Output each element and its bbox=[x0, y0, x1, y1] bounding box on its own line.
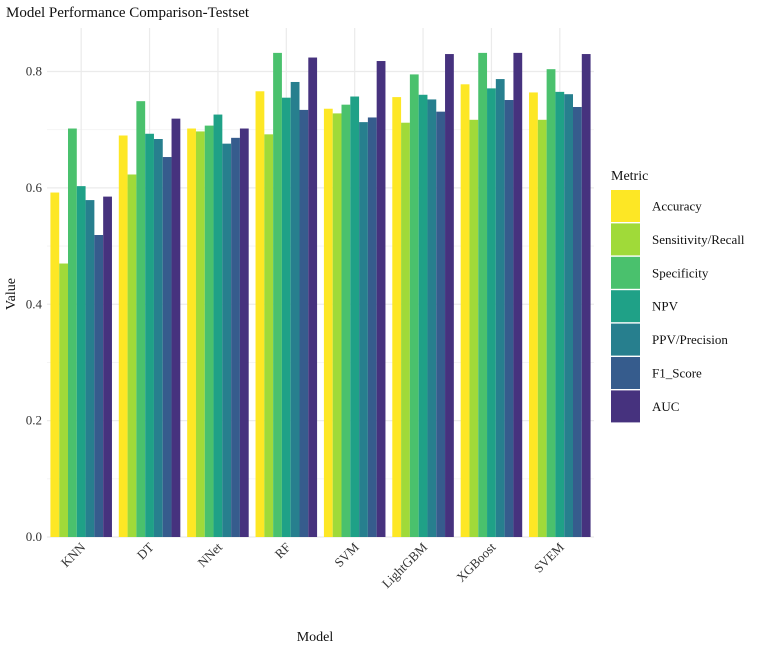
x-tick-label: NNet bbox=[195, 539, 226, 570]
bar-XGBoost-Sensitivity/Recall bbox=[469, 119, 479, 537]
bar-SVM-Accuracy bbox=[323, 108, 333, 538]
legend-key-PPV/Precision bbox=[611, 323, 640, 356]
bar-SVEM-Accuracy bbox=[529, 92, 538, 537]
y-tick-label: 0.6 bbox=[26, 180, 43, 195]
bar-NNet-AUC bbox=[239, 128, 249, 537]
legend: Metric Accuracy Sensitivity/Recall Specifi… bbox=[611, 169, 745, 423]
bar-RF-Accuracy bbox=[255, 91, 265, 537]
bar-DT-PPV/Precision bbox=[153, 138, 163, 537]
bar-RF-NPV bbox=[281, 97, 291, 537]
bar-LightGBM-Accuracy bbox=[392, 97, 402, 537]
x-tick-label: DT bbox=[134, 539, 157, 562]
bar-KNN-NPV bbox=[76, 186, 86, 537]
bar-LightGBM-Sensitivity/Recall bbox=[401, 122, 410, 537]
bar-XGBoost-Specificity bbox=[478, 52, 488, 537]
bar-LightGBM-Specificity bbox=[409, 74, 419, 538]
bar-SVEM-PPV/Precision bbox=[564, 94, 573, 538]
chart-title: Model Performance Comparison-Testset bbox=[6, 5, 250, 21]
bar-DT-Accuracy bbox=[118, 135, 128, 537]
bar-LightGBM-PPV/Precision bbox=[427, 99, 437, 538]
legend-key-Accuracy bbox=[611, 190, 640, 222]
legend-key-Specificity bbox=[611, 256, 640, 289]
bar-RF-F1_Score bbox=[299, 109, 309, 537]
bar-RF-AUC bbox=[308, 57, 318, 537]
y-tick-label: 0.8 bbox=[26, 64, 42, 79]
legend-label: NPV bbox=[652, 299, 679, 314]
legend-title: Metric bbox=[611, 169, 648, 184]
bar-SVM-AUC bbox=[376, 61, 386, 538]
bar-DT-F1_Score bbox=[162, 157, 172, 537]
legend-label: Specificity bbox=[652, 265, 709, 280]
x-axis-title: Model bbox=[297, 630, 334, 645]
bar-XGBoost-Accuracy bbox=[460, 84, 470, 538]
y-tick-label: 0.4 bbox=[26, 296, 43, 311]
bar-KNN-Sensitivity/Recall bbox=[59, 263, 69, 537]
legend-label: AUC bbox=[652, 399, 679, 414]
legend-key-Sensitivity/Recall bbox=[611, 223, 640, 256]
bar-DT-AUC bbox=[171, 118, 181, 538]
y-axis-title: Value bbox=[4, 278, 19, 310]
bar-SVM-Sensitivity/Recall bbox=[332, 113, 342, 538]
bar-SVM-PPV/Precision bbox=[359, 122, 368, 538]
bar-XGBoost-AUC bbox=[513, 52, 523, 537]
bar-RF-PPV/Precision bbox=[290, 81, 300, 537]
bar-DT-NPV bbox=[145, 133, 154, 537]
legend-label: F1_Score bbox=[652, 366, 702, 381]
bar-XGBoost-PPV/Precision bbox=[495, 79, 505, 537]
y-tick-label: 0.2 bbox=[26, 413, 42, 428]
bar-NNet-NPV bbox=[213, 114, 223, 537]
x-axis-ticks: KNN DT NNet RF SVM LightGBM XGBoost SVEM bbox=[58, 539, 567, 591]
bar-KNN-PPV/Precision bbox=[85, 200, 95, 538]
bar-NNet-Specificity bbox=[204, 125, 214, 537]
bar-SVEM-NPV bbox=[555, 91, 565, 537]
x-tick-label: SVEM bbox=[531, 539, 567, 575]
bar-LightGBM-F1_Score bbox=[436, 111, 446, 537]
bar-LightGBM-NPV bbox=[418, 94, 428, 538]
bar-DT-Specificity bbox=[136, 101, 146, 537]
bar-KNN-Accuracy bbox=[50, 192, 60, 537]
bar-NNet-Accuracy bbox=[187, 128, 196, 537]
bar-SVEM-F1_Score bbox=[572, 106, 582, 537]
bar-SVM-F1_Score bbox=[367, 117, 377, 537]
bar-NNet-F1_Score bbox=[231, 137, 240, 538]
bar-DT-Sensitivity/Recall bbox=[127, 174, 137, 537]
x-tick-label: KNN bbox=[58, 539, 89, 570]
bar-SVEM-AUC bbox=[581, 54, 591, 537]
bar-RF-Specificity bbox=[273, 52, 282, 537]
legend-key-F1_Score bbox=[611, 357, 640, 389]
y-tick-label: 0.0 bbox=[26, 529, 42, 544]
bar-SVM-Specificity bbox=[341, 104, 351, 538]
bar-KNN-AUC bbox=[103, 196, 112, 537]
x-tick-label: RF bbox=[272, 540, 294, 562]
legend-label: PPV/Precision bbox=[652, 332, 728, 347]
bar-NNet-Sensitivity/Recall bbox=[195, 131, 205, 538]
bar-SVEM-Specificity bbox=[546, 69, 556, 538]
x-tick-label: LightGBM bbox=[379, 539, 431, 591]
x-tick-label: XGBoost bbox=[453, 539, 499, 585]
bar-KNN-F1_Score bbox=[94, 235, 104, 537]
bar-XGBoost-NPV bbox=[487, 88, 496, 537]
bar-XGBoost-F1_Score bbox=[504, 100, 514, 537]
bar-NNet-PPV/Precision bbox=[222, 143, 232, 537]
legend-key-NPV bbox=[611, 290, 640, 323]
legend-label: Sensitivity/Recall bbox=[652, 232, 745, 247]
bar-group bbox=[50, 52, 591, 538]
bar-SVEM-Sensitivity/Recall bbox=[537, 119, 547, 537]
bar-RF-Sensitivity/Recall bbox=[264, 134, 274, 537]
x-tick-label: SVM bbox=[331, 539, 362, 570]
legend-key-AUC bbox=[611, 390, 640, 423]
bar-LightGBM-AUC bbox=[445, 54, 454, 537]
y-axis-ticks: 0.0 0.2 0.4 0.6 0.8 bbox=[26, 64, 43, 545]
bar-SVM-NPV bbox=[350, 96, 360, 537]
legend-label: Accuracy bbox=[652, 199, 702, 214]
bar-KNN-Specificity bbox=[68, 128, 77, 537]
